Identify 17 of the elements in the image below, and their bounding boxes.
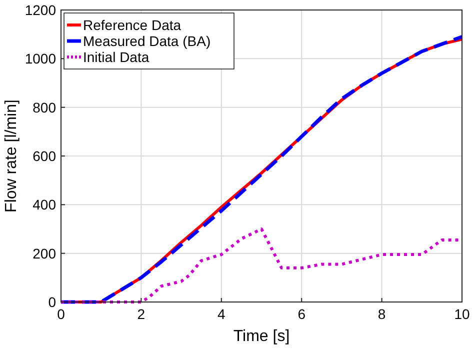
y-tick-label: 800 [32, 99, 56, 116]
x-tick-label: 6 [298, 306, 306, 322]
y-tick-label: 600 [32, 148, 56, 164]
y-axis-title: Flow rate [l/min] [3, 100, 20, 212]
y-tick-label: 0 [48, 294, 56, 310]
y-tick-label: 400 [32, 196, 56, 213]
y-tick-label: 200 [32, 245, 56, 262]
y-tick-label: 1200 [24, 2, 56, 18]
legend-label: Measured Data (BA) [83, 33, 211, 49]
x-tick-label: 2 [137, 306, 146, 322]
x-tick-label: 4 [218, 306, 226, 322]
x-tick-label: 10 [454, 306, 470, 322]
y-tick-label: 1000 [24, 50, 56, 67]
legend-label: Initial Data [83, 49, 150, 65]
legend-label: Reference Data [83, 17, 182, 33]
x-tick-label: 8 [378, 306, 386, 322]
x-axis-title: Time [s] [233, 328, 290, 345]
